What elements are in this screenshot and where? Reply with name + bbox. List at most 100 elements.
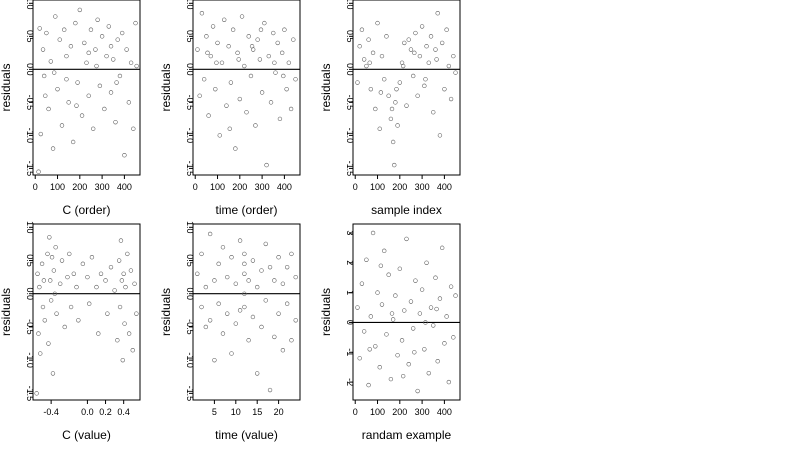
y-tick-label: -1.5 <box>25 386 35 402</box>
scatter-point <box>379 302 385 307</box>
scatter-point <box>262 20 267 26</box>
scatter-point <box>117 73 123 79</box>
scatter-point <box>282 27 287 32</box>
scatter-point <box>370 230 376 236</box>
scatter-point <box>119 30 125 36</box>
scatter-point <box>228 80 234 85</box>
scatter-point <box>89 255 95 260</box>
scatter-point <box>448 284 454 289</box>
scatter-point <box>444 27 449 32</box>
scatter-point <box>428 34 434 39</box>
scatter-point <box>49 255 55 260</box>
scatter-point <box>64 77 69 82</box>
scatter-point <box>222 17 227 22</box>
scatter-point <box>122 321 127 326</box>
scatter-point <box>284 86 289 92</box>
scatter-point <box>399 338 405 343</box>
scatter-point <box>112 288 117 293</box>
scatter-point <box>411 326 416 331</box>
x-tick-label: 0 <box>353 182 358 192</box>
x-tick-label: 400 <box>437 407 452 417</box>
scatter-point <box>366 37 371 42</box>
scatter-points <box>195 231 298 393</box>
scatter-point <box>417 311 423 316</box>
scatter-point <box>242 271 247 276</box>
scatter-point <box>370 50 376 56</box>
y-axis-label: residuals <box>319 288 333 336</box>
scatter-point <box>395 123 400 128</box>
scatter-point <box>126 100 132 105</box>
x-tick-label: 15 <box>252 407 262 417</box>
scatter-point <box>239 14 245 19</box>
scatter-point <box>288 106 294 112</box>
scatter-point <box>448 96 454 102</box>
scatter-point <box>134 311 139 316</box>
scatter-point <box>38 351 43 356</box>
scatter-point <box>48 298 54 303</box>
x-tick-label: 20 <box>274 407 284 417</box>
scatter-point <box>424 44 429 49</box>
scatter-point <box>266 53 271 59</box>
scatter-point <box>355 305 360 310</box>
scatter-point <box>44 30 49 36</box>
scatter-point <box>210 24 216 29</box>
scatter-point <box>35 271 40 276</box>
x-tick-label: 400 <box>117 182 132 192</box>
scatter-point <box>411 73 416 79</box>
scatter-point <box>413 278 418 283</box>
scatter-point <box>215 40 220 46</box>
scatter-point <box>419 24 425 29</box>
y-tick-label: -1.0 <box>185 128 195 144</box>
scatter-point <box>41 73 47 79</box>
x-tick-label: 200 <box>72 182 87 192</box>
scatter-point <box>38 131 43 137</box>
y-tick-label: 0.5 <box>345 30 355 43</box>
scatter-point <box>229 255 234 260</box>
scatter-point <box>74 103 79 108</box>
scatter-point <box>422 347 427 352</box>
scatter-point <box>439 245 445 251</box>
scatter-point <box>415 93 420 98</box>
scatter-point <box>395 353 400 358</box>
scatter-point <box>394 86 399 92</box>
scatter-point <box>284 301 290 306</box>
chart-panel-2: 0 100 200 300 400 -1.5 -1.0 -0.5 0.0 0.5 1.0 time (… <box>159 0 301 217</box>
scatter-point <box>379 53 385 59</box>
scatter-point <box>415 388 420 394</box>
plot-frame <box>352 0 461 176</box>
scatter-point <box>68 44 74 49</box>
scatter-point <box>359 27 365 32</box>
scatter-point <box>422 83 427 89</box>
scatter-point <box>233 281 238 286</box>
scatter-point <box>435 11 440 16</box>
scatter-point <box>59 258 65 263</box>
y-tick-label: 3 <box>345 230 355 235</box>
chart-panel-4: -0.4 0.0 0.2 0.4 -1.5 -1.0 -0.5 0.0 0.5 1.0 C (val… <box>0 221 141 442</box>
scatter-point <box>402 308 407 313</box>
y-tick-label: 0.5 <box>25 30 35 43</box>
y-tick-label: -1.0 <box>25 352 35 368</box>
scatter-point <box>229 351 234 356</box>
scatter-point <box>79 113 85 118</box>
x-tick-label: 100 <box>50 182 65 192</box>
scatter-point <box>51 268 57 273</box>
x-tick-label: 5 <box>212 407 217 417</box>
scatter-point <box>62 324 67 330</box>
y-tick-label: -1.0 <box>185 352 195 368</box>
scatter-point <box>212 278 217 283</box>
scatter-point <box>207 318 213 323</box>
scatter-point <box>390 139 396 145</box>
scatter-point <box>199 304 204 310</box>
scatter-point <box>114 80 119 85</box>
scatter-point <box>34 391 39 396</box>
scatter-point <box>277 116 283 122</box>
scatter-point <box>37 284 42 290</box>
scatter-point <box>375 290 380 295</box>
scatter-point <box>446 63 452 69</box>
scatter-point <box>259 90 265 95</box>
scatter-point <box>378 263 384 268</box>
scatter-point <box>80 261 86 267</box>
scatter-point <box>388 116 394 122</box>
scatter-point <box>446 379 452 385</box>
